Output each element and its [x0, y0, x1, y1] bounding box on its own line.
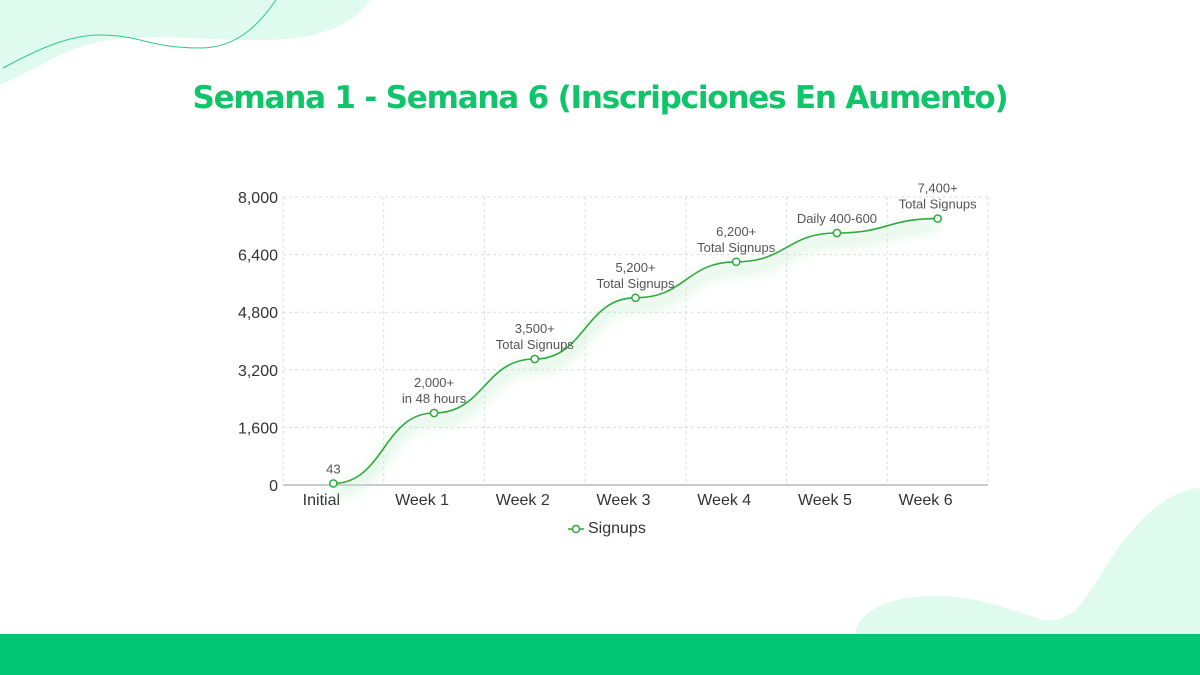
data-label: 7,400+ — [918, 181, 958, 196]
data-label: in 48 hours — [402, 391, 467, 406]
x-tick-label: Week 6 — [899, 492, 953, 509]
data-label: Daily 400-600 — [797, 211, 877, 226]
data-point[interactable] — [631, 293, 640, 303]
bottom-right-blob — [855, 488, 1200, 634]
y-tick-label: 3,200 — [238, 363, 278, 380]
series-shadow — [332, 221, 938, 497]
data-point[interactable] — [832, 228, 842, 238]
x-tick-label: Week 5 — [798, 492, 852, 509]
y-axis: 0 1,600 3,200 4,800 6,400 8,000 — [238, 190, 278, 495]
y-tick-label: 1,600 — [238, 420, 278, 437]
y-tick-label: 4,800 — [238, 305, 278, 322]
x-tick-label: Initial — [303, 492, 340, 509]
data-label: Total Signups — [496, 337, 575, 352]
data-point[interactable] — [329, 479, 338, 488]
legend-label: Signups — [588, 520, 646, 537]
series-line — [333, 217, 938, 485]
data-label: 6,200+ — [716, 224, 756, 239]
x-tick-label: Week 3 — [597, 492, 651, 509]
data-label: 43 — [326, 461, 340, 476]
data-point[interactable] — [933, 214, 942, 223]
chart-legend[interactable]: Signups — [568, 520, 646, 538]
data-point[interactable] — [429, 408, 439, 418]
y-tick-label: 8,000 — [238, 190, 278, 207]
top-left-blob — [0, 0, 370, 85]
data-point[interactable] — [530, 354, 540, 364]
y-tick-label: 6,400 — [238, 248, 278, 265]
data-label: 3,500+ — [515, 321, 555, 336]
x-axis: Initial Week 1 Week 2 Week 3 Week 4 Week 5 Wee… — [283, 484, 988, 509]
page-title: Semana 1 - Semana 6 (Inscripciones En Au… — [192, 80, 1008, 116]
y-tick-label: 0 — [269, 478, 278, 495]
x-tick-label: Week 1 — [395, 492, 449, 509]
legend-line-marker-icon — [568, 524, 584, 534]
x-tick-label: Week 4 — [697, 492, 751, 509]
data-label: 2,000+ — [414, 375, 454, 390]
data-label: Total Signups — [899, 197, 978, 212]
chart-grid — [282, 196, 989, 485]
top-left-curve — [2, 0, 277, 69]
data-label: Total Signups — [697, 240, 776, 255]
data-label: 5,200+ — [615, 260, 655, 275]
x-tick-label: Week 2 — [496, 492, 550, 509]
footer-bar — [0, 634, 1200, 675]
data-point[interactable] — [731, 257, 741, 267]
series-signups — [329, 214, 942, 497]
data-label: Total Signups — [596, 276, 675, 291]
